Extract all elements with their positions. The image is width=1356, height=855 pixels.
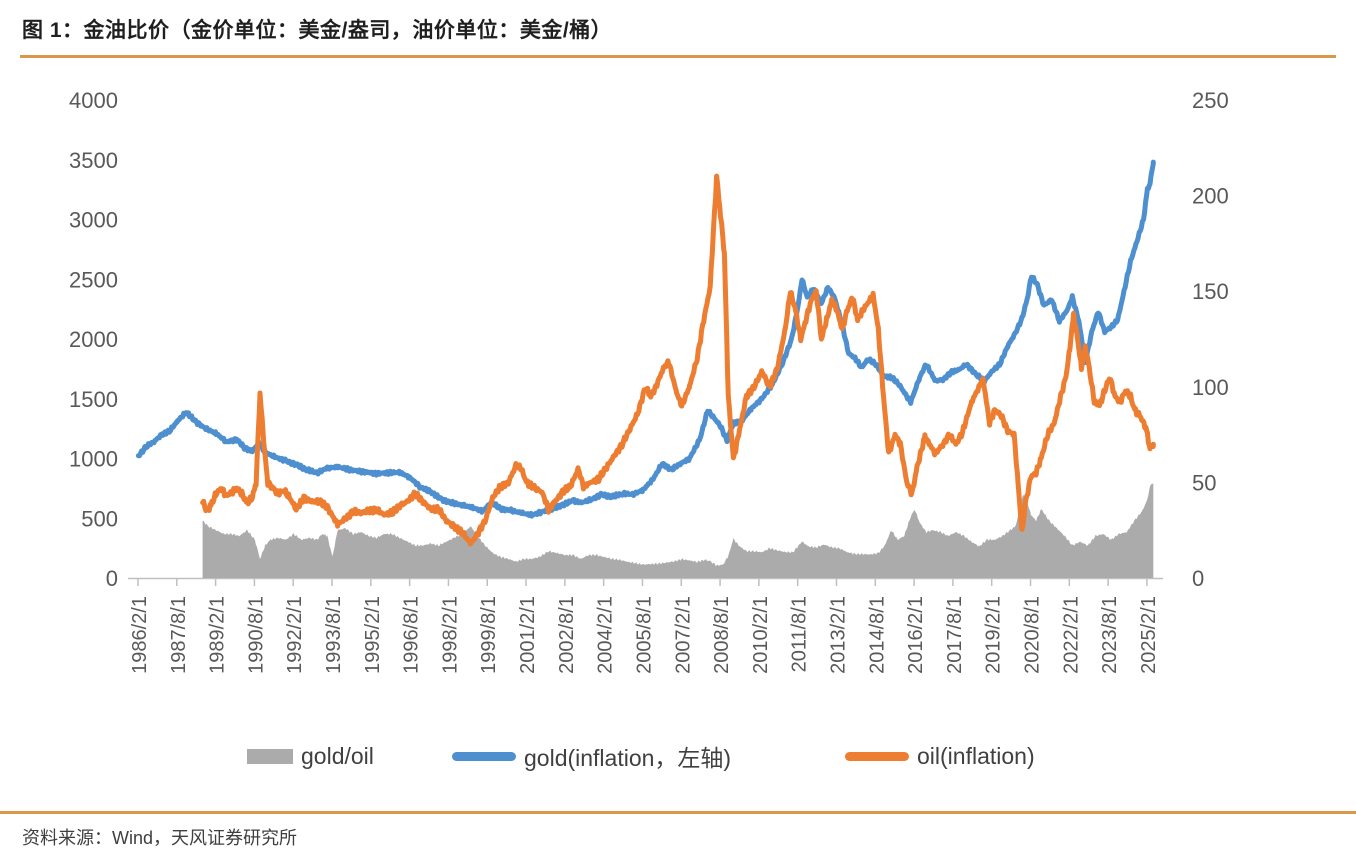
x-axis-tick-label: 2004/2/1 — [595, 596, 617, 674]
x-axis-tick-label: 2001/2/1 — [517, 596, 539, 674]
legend-item-gold-oil: gold/oil — [247, 741, 374, 771]
footer-divider — [0, 811, 1356, 814]
y-left-tick-label: 2500 — [69, 267, 118, 292]
x-axis-tick-label: 1989/2/1 — [207, 596, 229, 674]
legend-item-gold: gold(inflation，左轴) — [452, 741, 731, 771]
x-axis-tick-label: 2011/8/1 — [789, 596, 811, 672]
legend-label: gold(inflation，左轴) — [524, 745, 732, 771]
x-axis-tick-label: 1987/8/1 — [168, 596, 190, 674]
x-axis-tick-label: 2016/2/1 — [905, 596, 927, 674]
y-left-tick-label: 1000 — [69, 447, 118, 472]
y-right-tick-label: 200 — [1192, 184, 1229, 209]
x-axis-tick-label: 1999/8/1 — [478, 596, 500, 674]
x-axis-tick-label: 2008/8/1 — [711, 596, 733, 674]
source-note: 资料来源：Wind，天风证券研究所 — [22, 828, 298, 848]
y-left-tick-label: 3000 — [69, 208, 118, 233]
y-left-tick-label: 1500 — [69, 387, 118, 412]
x-axis-tick-label: 1995/2/1 — [362, 596, 384, 674]
x-axis-tick-label: 2023/8/1 — [1099, 596, 1121, 674]
x-axis-tick-label: 2013/2/1 — [827, 596, 849, 674]
gold-price-line — [135, 159, 1156, 519]
x-axis-tick-label: 2002/8/1 — [556, 596, 578, 674]
x-axis-tick-label: 1996/8/1 — [401, 596, 423, 674]
oil-line-swatch — [845, 751, 909, 761]
title-divider — [20, 55, 1336, 58]
chart-series — [135, 159, 1156, 578]
y-right-tick-label: 50 — [1192, 470, 1216, 495]
legend-item-oil: oil(inflation) — [845, 741, 1035, 771]
gold-line-swatch — [452, 751, 516, 761]
legend-label: gold/oil — [301, 742, 374, 769]
x-axis-tick-label: 2025/2/1 — [1138, 596, 1160, 674]
chart-legend: gold/oil gold(inflation，左轴) oil(inflatio… — [0, 741, 1356, 771]
figure-title: 图 1：金油比价（金价单位：美金/盎司，油价单位：美金/桶） — [22, 19, 613, 42]
x-axis-tick-label: 1998/2/1 — [439, 596, 461, 674]
x-axis-tick-label: 2022/2/1 — [1060, 596, 1082, 674]
gold-oil-chart: 0 500 1000 1500 2000 2500 3000 3500 4000 0 50 100 15… — [69, 88, 1229, 674]
y-left-tick-label: 3500 — [69, 148, 118, 173]
oil-price-line — [200, 173, 1156, 547]
y-right-tick-label: 100 — [1192, 375, 1229, 400]
legend-label: oil(inflation) — [917, 742, 1035, 769]
gold-oil-ratio-area — [202, 482, 1154, 578]
y-left-tick-label: 500 — [81, 506, 118, 531]
x-axis-tick-label: 1990/8/1 — [245, 596, 267, 674]
x-axis-tick-label: 1992/2/1 — [284, 596, 306, 674]
x-axis-tick-label: 1986/2/1 — [129, 596, 151, 674]
y-left-tick-label: 4000 — [69, 88, 118, 113]
x-axis-tick-label: 2005/8/1 — [633, 596, 655, 674]
x-axis-tick-label: 2010/2/1 — [750, 596, 772, 674]
y-left-tick-label: 0 — [106, 566, 118, 591]
x-axis-tick-label: 2014/8/1 — [866, 596, 888, 674]
y-right-tick-label: 250 — [1192, 88, 1229, 113]
y-right-tick-label: 150 — [1192, 279, 1229, 304]
x-axis-tick-label: 2019/2/1 — [983, 596, 1005, 674]
x-axis-tick-label: 2017/8/1 — [944, 596, 966, 674]
axes: 0 500 1000 1500 2000 2500 3000 3500 4000 0 50 100 15… — [69, 88, 1229, 674]
gold-oil-area-swatch — [247, 748, 293, 764]
x-axis-tick-label: 1993/8/1 — [323, 596, 345, 674]
x-axis-tick-label: 2007/2/1 — [672, 596, 694, 674]
y-left-tick-label: 2000 — [69, 327, 118, 352]
x-axis-tick-label: 2020/8/1 — [1022, 596, 1044, 674]
y-right-tick-label: 0 — [1192, 566, 1204, 591]
